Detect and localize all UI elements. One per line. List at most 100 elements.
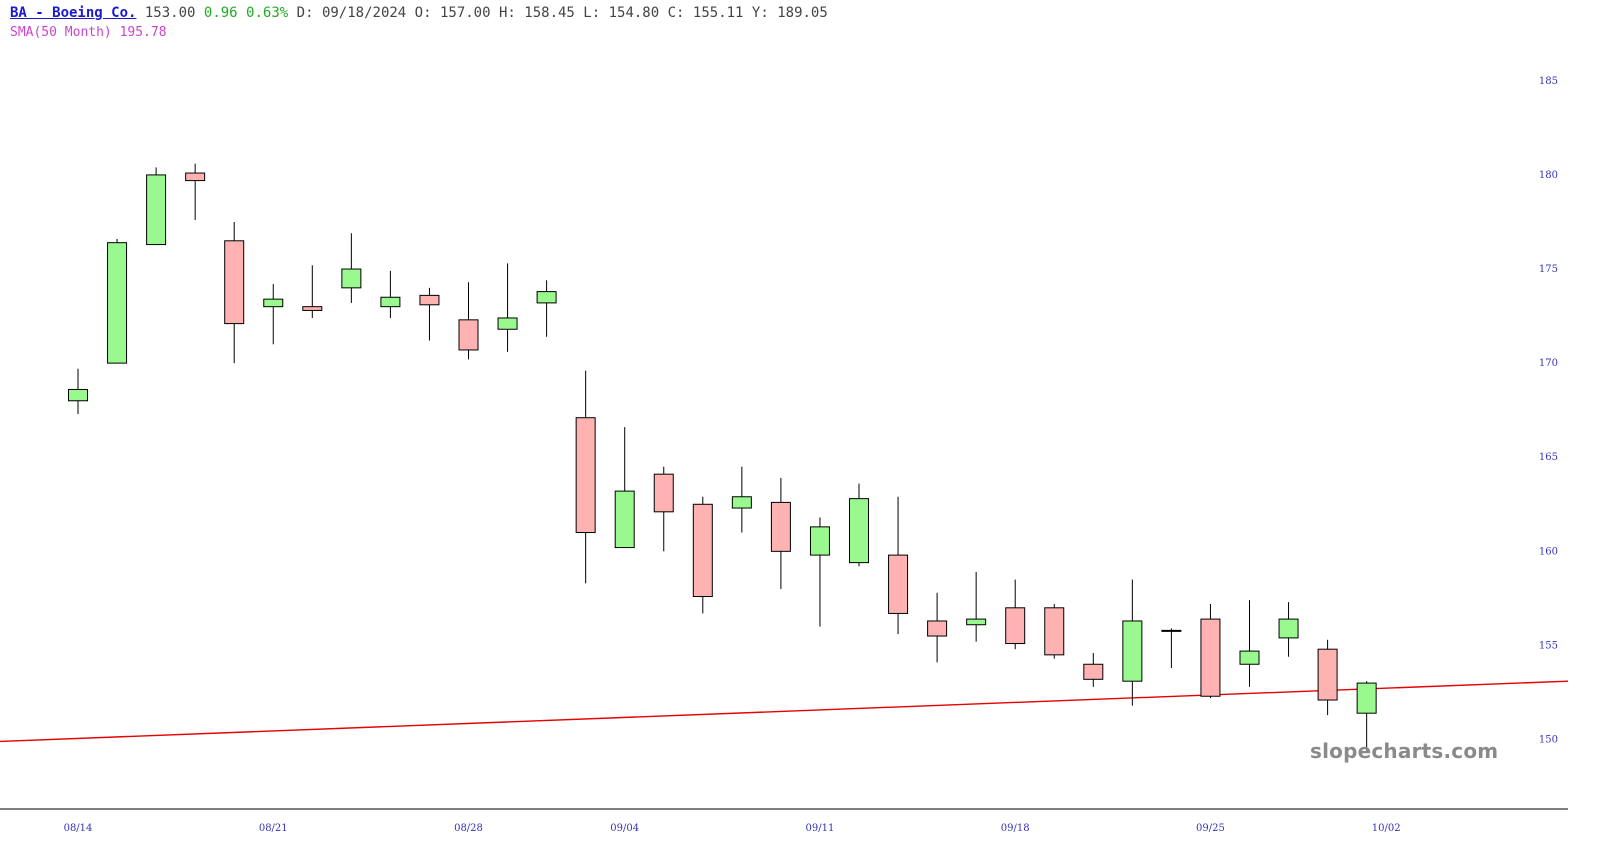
x-tick-label: 09/18 — [1001, 823, 1030, 834]
x-tick-label: 08/21 — [259, 823, 288, 834]
candle — [692, 496, 713, 614]
candle-body-up — [966, 618, 987, 626]
candle-body-up — [68, 388, 88, 402]
close-label: C: — [667, 5, 685, 21]
candle — [224, 221, 245, 364]
candle — [185, 163, 206, 221]
x-tick-label: 09/25 — [1196, 823, 1225, 834]
candle-body-down — [1317, 648, 1338, 701]
candle-body-up — [849, 498, 869, 564]
candle — [1356, 681, 1377, 751]
candle — [809, 517, 830, 627]
y-tick-label: 170 — [1539, 358, 1558, 369]
candle-body-up — [1278, 618, 1299, 639]
candle — [731, 466, 752, 533]
candle-body-up — [263, 298, 284, 308]
x-tick-label: 08/28 — [454, 823, 483, 834]
candle-body-down — [419, 294, 440, 306]
candle-body-down — [1083, 663, 1104, 680]
candle-body-up — [1161, 629, 1182, 632]
candle — [1239, 600, 1260, 687]
last-price: 153.00 — [144, 5, 196, 21]
candle — [107, 238, 128, 364]
y-tick-label: 160 — [1539, 546, 1558, 557]
candle — [575, 370, 596, 584]
candle-body-down — [302, 306, 323, 311]
candle-body-up — [497, 317, 518, 330]
y-label: Y: — [751, 5, 769, 21]
x-axis: 08/14 08/21 08/28 09/04 09/11 09/18 09/25 10/02 — [64, 823, 1401, 834]
price-change: 0.96 — [203, 5, 238, 21]
candle — [1200, 604, 1221, 699]
high-label: H: — [498, 5, 516, 21]
candle — [263, 284, 284, 345]
candle — [536, 280, 557, 337]
candle — [653, 466, 674, 552]
candle — [614, 427, 635, 549]
candle — [146, 167, 167, 246]
close-value: 155.11 — [692, 5, 744, 21]
price-change-percent: 0.63% — [246, 5, 289, 21]
candle — [770, 477, 791, 589]
candle — [1044, 604, 1065, 659]
candle-body-down — [1005, 607, 1026, 645]
high-value: 158.45 — [524, 5, 575, 21]
candle-body-down — [653, 473, 674, 513]
candle-body-up — [1356, 682, 1377, 714]
candle-body-down — [1044, 607, 1065, 656]
candle-body-down — [575, 417, 596, 534]
candle-body-up — [536, 291, 557, 304]
candle — [927, 592, 948, 663]
candle — [1278, 602, 1299, 657]
candle — [966, 572, 987, 642]
y-tick-label: 165 — [1539, 452, 1558, 463]
candle — [458, 282, 479, 360]
candle — [341, 233, 362, 303]
candle — [1122, 579, 1143, 706]
y-value: 189.05 — [777, 5, 828, 21]
candle-body-up — [146, 174, 167, 246]
ticker-link[interactable]: BA - Boeing Co. — [10, 5, 137, 21]
candle-body-up — [809, 526, 830, 556]
candle-body-down — [224, 240, 245, 325]
trendline-group — [0, 680, 1569, 743]
candle — [1317, 639, 1338, 716]
candle — [888, 496, 909, 635]
candle-body-down — [927, 620, 948, 637]
low-value: 154.80 — [608, 5, 660, 21]
candle — [380, 270, 401, 318]
sma-indicator: SMA(50 Month) 195.78 — [10, 24, 167, 42]
watermark: slopecharts.com — [1310, 739, 1499, 763]
candle-body-up — [1239, 650, 1260, 665]
y-tick-label: 150 — [1539, 735, 1558, 746]
candle-body-up — [614, 490, 635, 549]
candle — [849, 483, 869, 567]
candle — [1005, 579, 1026, 650]
y-tick-label: 155 — [1539, 640, 1558, 651]
candle-body-up — [380, 296, 401, 308]
candle-body-down — [692, 503, 713, 598]
candle — [68, 368, 88, 414]
candle — [497, 263, 518, 352]
sma-value: 195.78 — [119, 25, 167, 40]
candle-body-down — [770, 501, 791, 552]
open-value: 157.00 — [439, 5, 491, 21]
y-axis: 150 155 160 165 170 175 180 185 — [1539, 76, 1558, 746]
candles-group — [68, 163, 1377, 751]
x-tick-label: 08/14 — [64, 823, 93, 834]
candle-body-down — [888, 554, 909, 614]
open-label: O: — [414, 5, 432, 21]
candle-body-down — [1200, 618, 1221, 697]
x-tick-label: 10/02 — [1372, 823, 1401, 834]
x-tick-label: 09/11 — [806, 823, 835, 834]
y-tick-label: 185 — [1539, 76, 1558, 87]
candle-body-up — [731, 496, 752, 509]
candle-body-down — [185, 172, 206, 182]
candle — [419, 287, 440, 341]
low-label: L: — [583, 5, 601, 21]
date-value: 09/18/2024 — [321, 5, 407, 21]
date-label: D: — [296, 5, 314, 21]
candle — [1083, 652, 1104, 687]
candle-body-up — [1122, 620, 1143, 682]
